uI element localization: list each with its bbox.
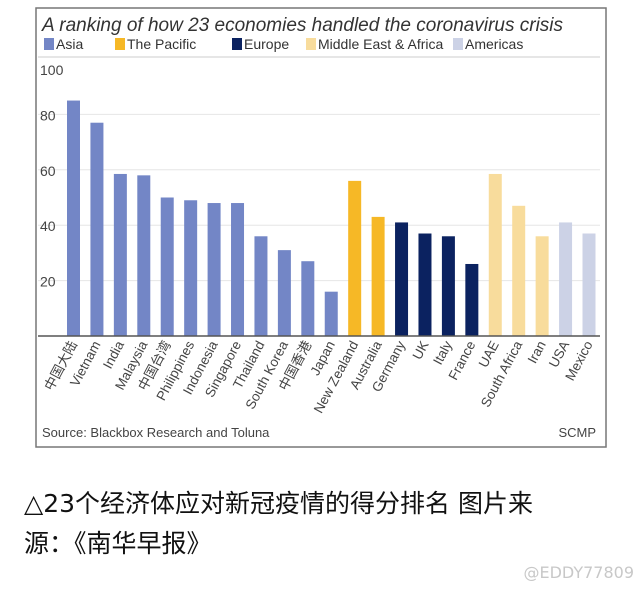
credit: SCMP <box>558 425 596 440</box>
bar <box>324 291 338 336</box>
bar <box>231 203 245 336</box>
bar <box>137 175 151 336</box>
caption-line-2: 源：《南华早报》 <box>24 529 212 558</box>
bar <box>277 250 291 336</box>
bar <box>67 100 80 336</box>
y-tick-label: 20 <box>40 274 56 290</box>
bar <box>535 236 549 336</box>
chart-title: A ranking of how 23 economies handled th… <box>41 15 564 36</box>
bar <box>207 203 221 336</box>
bar <box>465 263 479 336</box>
bar <box>371 216 385 336</box>
caption-line-1: △23个经济体应对新冠疫情的得分排名 图片来 <box>24 489 533 518</box>
legend-swatch <box>232 38 242 50</box>
chart-frame <box>35 7 607 448</box>
legend-label: Americas <box>465 36 523 52</box>
bar <box>395 222 409 336</box>
bar-chart: A ranking of how 23 economies handled th… <box>35 7 607 448</box>
gridlines: 20 40 60 80 100 <box>38 56 600 290</box>
legend-label: Europe <box>244 36 289 52</box>
legend-swatch <box>306 38 316 50</box>
legend: Asia The Pacific Europe Middle East & Afric… <box>44 36 523 52</box>
bar <box>160 197 174 336</box>
y-tick-label: 60 <box>40 163 56 179</box>
bar <box>254 236 268 336</box>
legend-swatch <box>115 38 125 50</box>
legend-swatch <box>453 38 463 50</box>
bar <box>184 200 198 336</box>
bar <box>348 180 362 336</box>
bar <box>113 173 127 336</box>
watermark: @EDDY77809 <box>523 563 634 582</box>
y-tick-label: 100 <box>40 62 64 78</box>
bar <box>418 233 432 336</box>
legend-label: Asia <box>56 36 83 52</box>
bars <box>67 100 596 337</box>
caption: △23个经济体应对新冠疫情的得分排名 图片来 源：《南华早报》 <box>24 484 624 564</box>
y-tick-label: 80 <box>40 107 56 123</box>
source-note: Source: Blackbox Research and Toluna <box>42 425 270 440</box>
bar <box>559 222 573 336</box>
bar <box>441 236 455 336</box>
bar <box>90 122 104 337</box>
legend-label: Middle East & Africa <box>318 36 443 52</box>
bar <box>488 173 502 336</box>
bar <box>582 233 596 336</box>
bar <box>512 205 526 336</box>
y-tick-label: 40 <box>40 218 56 234</box>
bar <box>301 261 315 336</box>
legend-label: The Pacific <box>127 36 196 52</box>
legend-swatch <box>44 38 54 50</box>
